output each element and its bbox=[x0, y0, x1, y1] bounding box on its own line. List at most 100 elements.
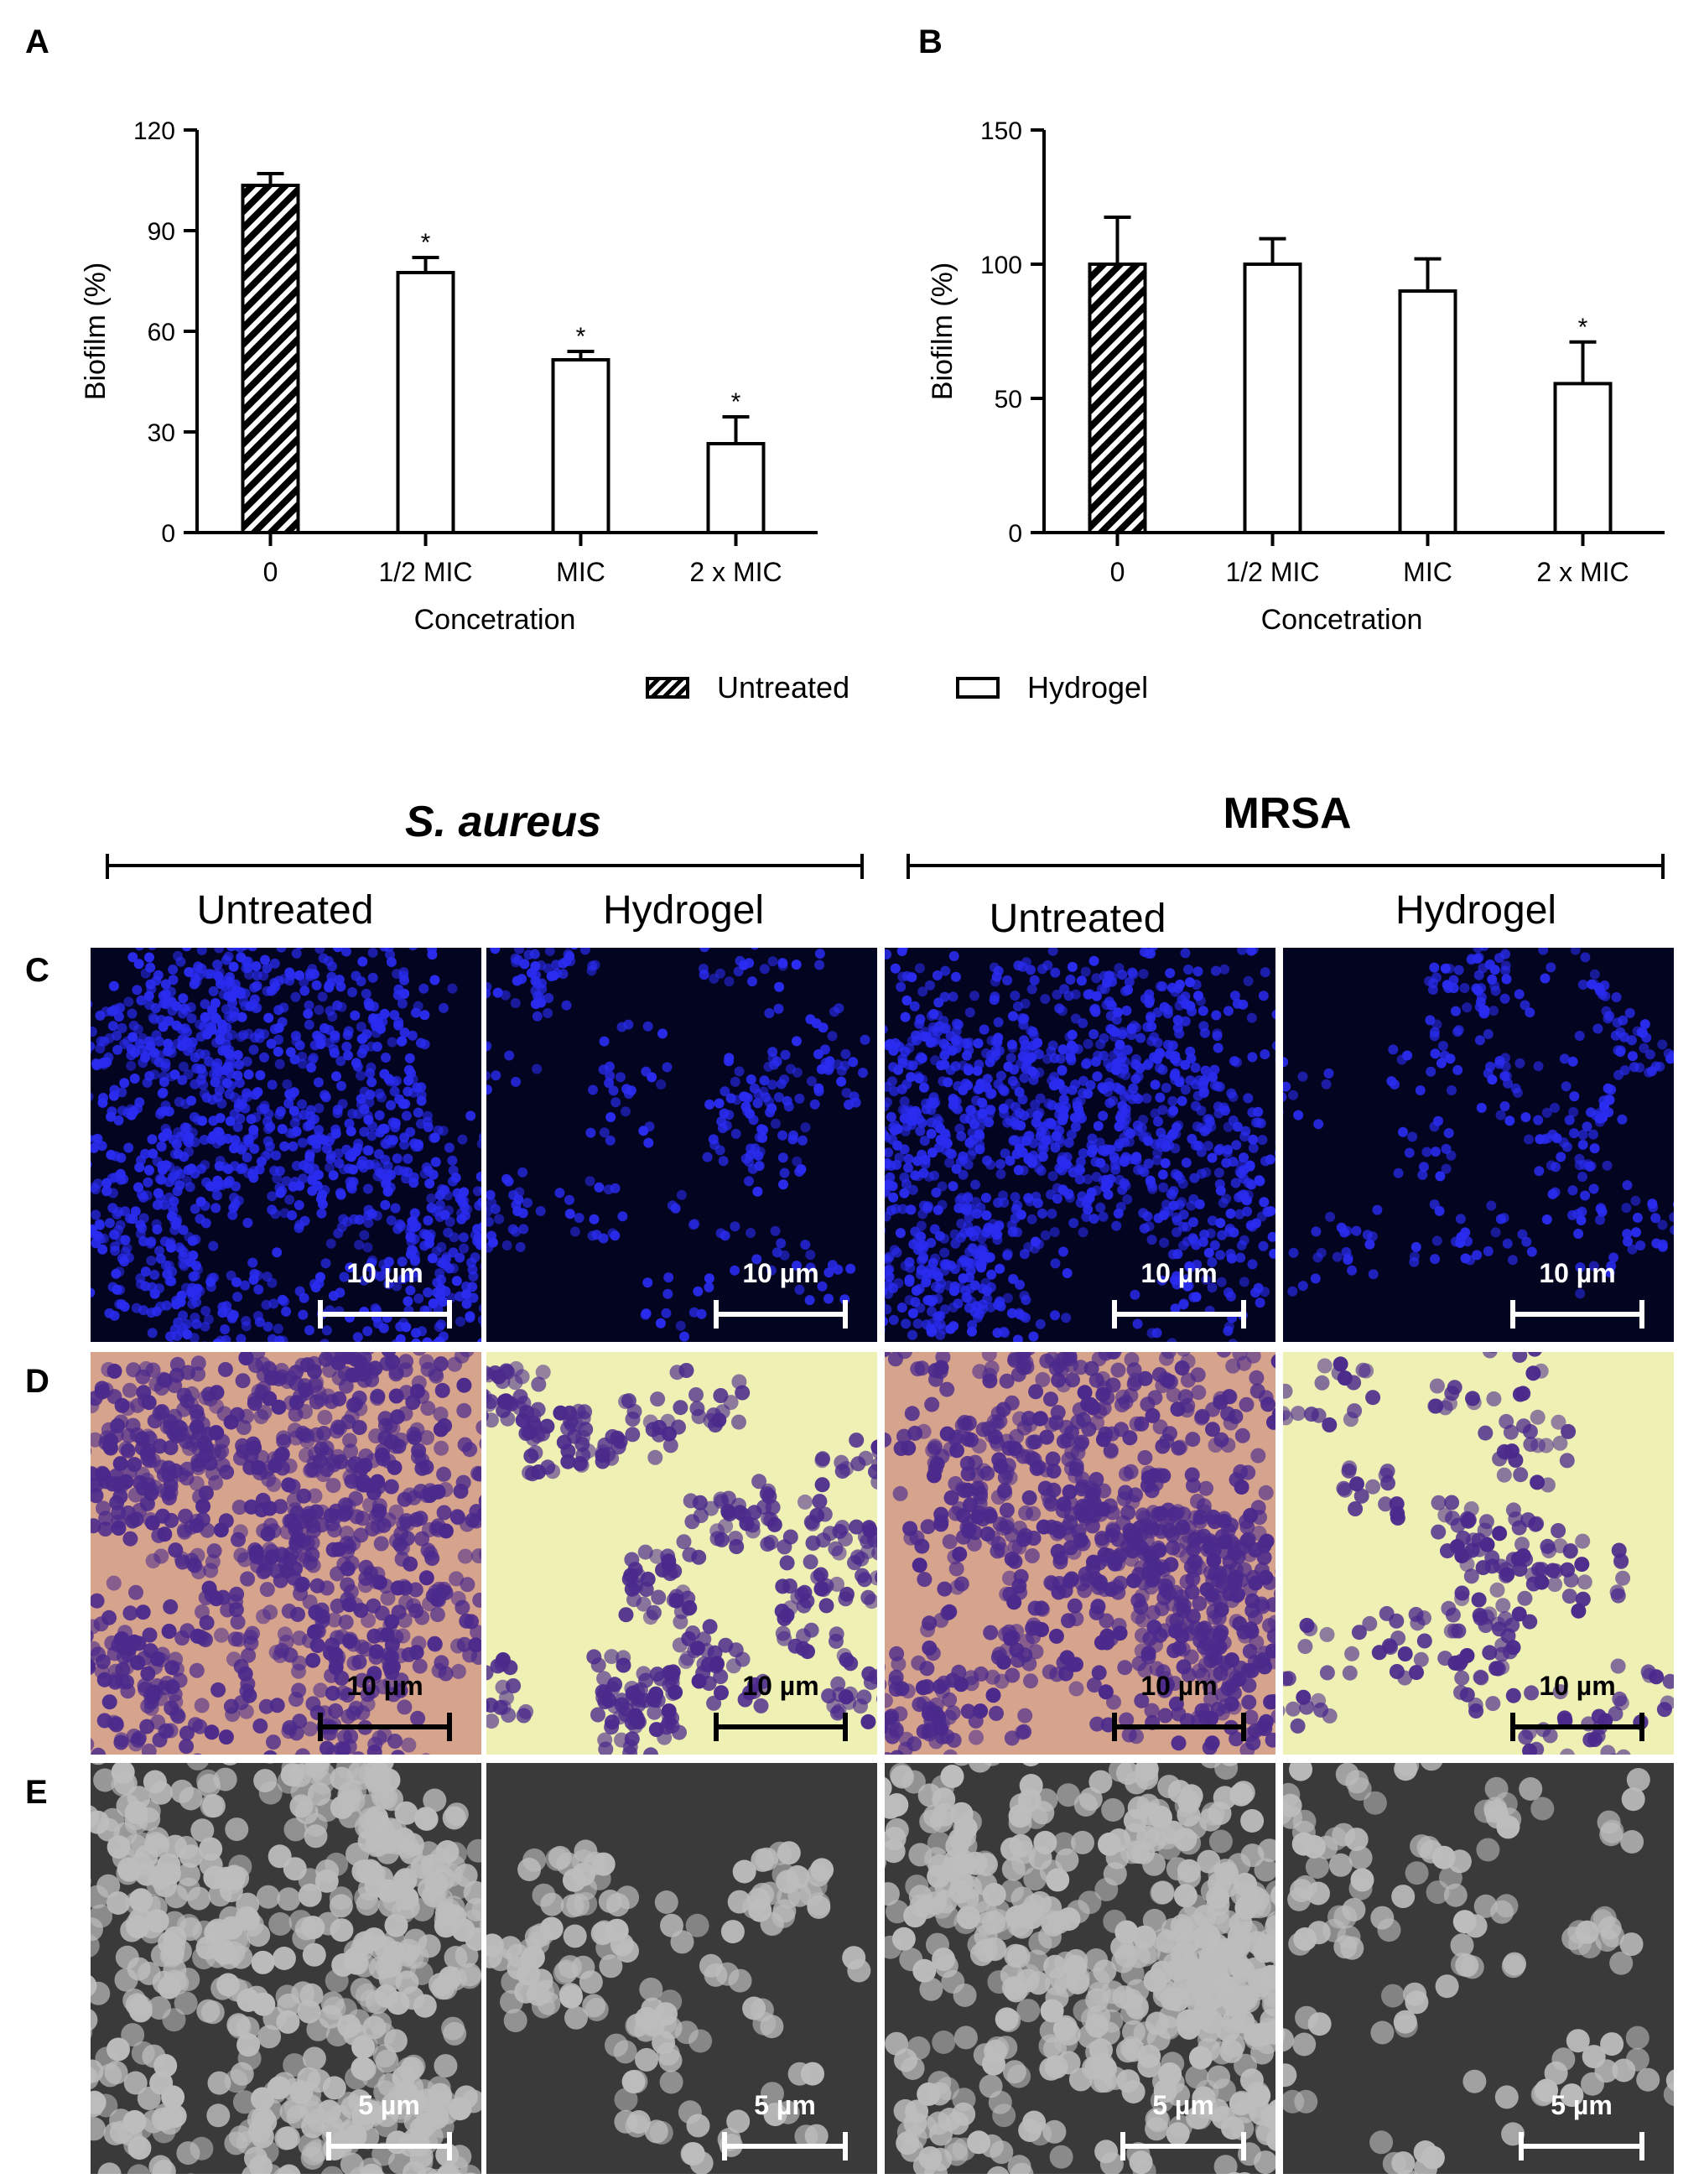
scale-bar: 5 µm bbox=[722, 2090, 848, 2161]
panel-letter-b: B bbox=[918, 23, 943, 60]
organism-title-right: MRSA bbox=[1223, 789, 1352, 838]
open-swatch-icon bbox=[956, 677, 1000, 699]
scale-bar-label: 10 µm bbox=[1140, 1258, 1218, 1288]
panel-letter-e: E bbox=[25, 1774, 48, 1811]
y-tick-label: 0 bbox=[1008, 520, 1022, 548]
bar-chart-b: 0 50 100 150 Biofilm (%) 0 1/2 MIC MIC 2 x MIC * C… bbox=[927, 117, 1665, 636]
scale-bar: 5 µm bbox=[1519, 2090, 1644, 2161]
x-axis-label: Concetration bbox=[1261, 604, 1423, 636]
scale-bar-label: 10 µm bbox=[1140, 1671, 1218, 1701]
scale-bar-label: 5 µm bbox=[1152, 2090, 1214, 2120]
micrograph-d-sa-untreated: 10 µm bbox=[91, 1352, 481, 1755]
column-title-sa-untreated: Untreated bbox=[196, 888, 374, 933]
micrograph-image bbox=[91, 1352, 481, 1755]
scale-bar-line bbox=[1112, 1300, 1246, 1329]
micrograph-d-mrsa-untreated: 10 µm bbox=[885, 1352, 1275, 1755]
bar bbox=[396, 271, 455, 534]
y-tick-label: 100 bbox=[980, 252, 1022, 279]
y-tick-label: 0 bbox=[161, 520, 175, 548]
scale-bar: 10 µm bbox=[714, 1671, 848, 1741]
micrograph-image bbox=[1283, 948, 1674, 1342]
x-tick-label: 2 x MIC bbox=[689, 557, 782, 587]
scale-bar-label: 5 µm bbox=[358, 2090, 420, 2120]
significance-marker: * bbox=[1578, 314, 1588, 341]
scale-bar: 5 µm bbox=[1120, 2090, 1246, 2161]
y-tick-label: 90 bbox=[148, 218, 175, 246]
x-tick-label: 0 bbox=[1110, 557, 1125, 587]
x-tick-label: 0 bbox=[263, 557, 278, 587]
scale-bar-line bbox=[318, 1300, 452, 1329]
micrograph-e-sa-hydrogel: 5 µm bbox=[486, 1763, 877, 2174]
micrograph-e-mrsa-untreated: 5 µm bbox=[885, 1763, 1275, 2174]
bar bbox=[706, 442, 766, 534]
y-axis-label: Biofilm (%) bbox=[80, 263, 112, 400]
bar bbox=[1398, 289, 1457, 534]
scale-bar-label: 10 µm bbox=[346, 1671, 423, 1701]
micrograph-c-mrsa-hydrogel: 10 µm bbox=[1283, 948, 1674, 1342]
scale-bar-label: 10 µm bbox=[1539, 1258, 1616, 1288]
bar bbox=[1243, 263, 1302, 534]
y-tick-label: 30 bbox=[148, 419, 175, 447]
scale-bar-line bbox=[1519, 2132, 1644, 2161]
micrograph-c-sa-untreated: 10 µm bbox=[91, 948, 481, 1342]
panel-letter-a: A bbox=[25, 23, 49, 60]
x-tick-label: 2 x MIC bbox=[1536, 557, 1629, 587]
scale-bar-line bbox=[1510, 1300, 1644, 1329]
y-tick-label: 150 bbox=[980, 117, 1022, 145]
micrograph-d-mrsa-hydrogel: 10 µm bbox=[1283, 1352, 1674, 1755]
bar-chart-a: 0 30 60 90 120 Biofilm (%) 0 1/2 MIC * MIC * 2 x MI… bbox=[80, 117, 818, 636]
micrograph-image bbox=[1283, 1763, 1674, 2174]
x-tick-label: MIC bbox=[556, 557, 605, 587]
x-tick-label: 1/2 MIC bbox=[1225, 557, 1319, 587]
scale-bar-line bbox=[714, 1300, 848, 1329]
x-tick-label: 1/2 MIC bbox=[378, 557, 472, 587]
scale-bar-label: 10 µm bbox=[1539, 1671, 1616, 1701]
scale-bar-line bbox=[1510, 1713, 1644, 1741]
scale-bar: 5 µm bbox=[326, 2090, 452, 2161]
significance-marker: * bbox=[731, 388, 741, 416]
organism-title-left: S. aureus bbox=[404, 798, 602, 846]
column-title-sa-hydrogel: Hydrogel bbox=[602, 888, 765, 933]
y-tick-label: 120 bbox=[133, 117, 175, 145]
micrograph-image bbox=[486, 1763, 877, 2174]
x-tick-label: MIC bbox=[1403, 557, 1452, 587]
micrograph-image bbox=[885, 1763, 1275, 2174]
scale-bar: 10 µm bbox=[318, 1258, 452, 1329]
micrograph-image bbox=[91, 1763, 481, 2174]
panel-letter-d: D bbox=[25, 1363, 49, 1400]
scale-bar-label: 5 µm bbox=[754, 2090, 816, 2120]
micrograph-image bbox=[885, 948, 1275, 1342]
scale-bar-label: 10 µm bbox=[346, 1258, 423, 1288]
micrograph-d-sa-hydrogel: 10 µm bbox=[486, 1352, 877, 1755]
scale-bar-label: 10 µm bbox=[742, 1258, 819, 1288]
significance-marker: * bbox=[576, 323, 586, 351]
scale-bar: 10 µm bbox=[1112, 1671, 1246, 1741]
micrograph-e-mrsa-hydrogel: 5 µm bbox=[1283, 1763, 1674, 2174]
scale-bar: 10 µm bbox=[1510, 1258, 1644, 1329]
organism-bracket-right bbox=[907, 854, 1665, 891]
scale-bar: 10 µm bbox=[318, 1671, 452, 1741]
micrograph-c-mrsa-untreated: 10 µm bbox=[885, 948, 1275, 1342]
panel-letter-c: C bbox=[25, 952, 49, 989]
y-axis-label: Biofilm (%) bbox=[927, 263, 958, 400]
bar bbox=[1553, 382, 1613, 534]
micrograph-c-sa-hydrogel: 10 µm bbox=[486, 948, 877, 1342]
micrograph-image bbox=[91, 948, 481, 1342]
scale-bar-line bbox=[722, 2132, 848, 2161]
scale-bar: 10 µm bbox=[1112, 1258, 1246, 1329]
legend-label-hydrogel: Hydrogel bbox=[1027, 670, 1149, 705]
organism-bracket-left bbox=[106, 854, 864, 891]
scale-bar-line bbox=[1112, 1713, 1246, 1741]
micrograph-image bbox=[486, 1352, 877, 1755]
legend-label-untreated: Untreated bbox=[717, 670, 850, 705]
scale-bar: 10 µm bbox=[1510, 1671, 1644, 1741]
hatched-swatch-icon bbox=[646, 677, 689, 699]
micrograph-image bbox=[885, 1352, 1275, 1755]
column-title-mrsa-hydrogel: Hydrogel bbox=[1395, 888, 1557, 933]
bar bbox=[1088, 263, 1147, 534]
scale-bar-label: 10 µm bbox=[742, 1671, 819, 1701]
micrograph-e-sa-untreated: 5 µm bbox=[91, 1763, 481, 2174]
scale-bar-line bbox=[326, 2132, 452, 2161]
scale-bar: 10 µm bbox=[714, 1258, 848, 1329]
y-tick-label: 50 bbox=[995, 386, 1022, 413]
